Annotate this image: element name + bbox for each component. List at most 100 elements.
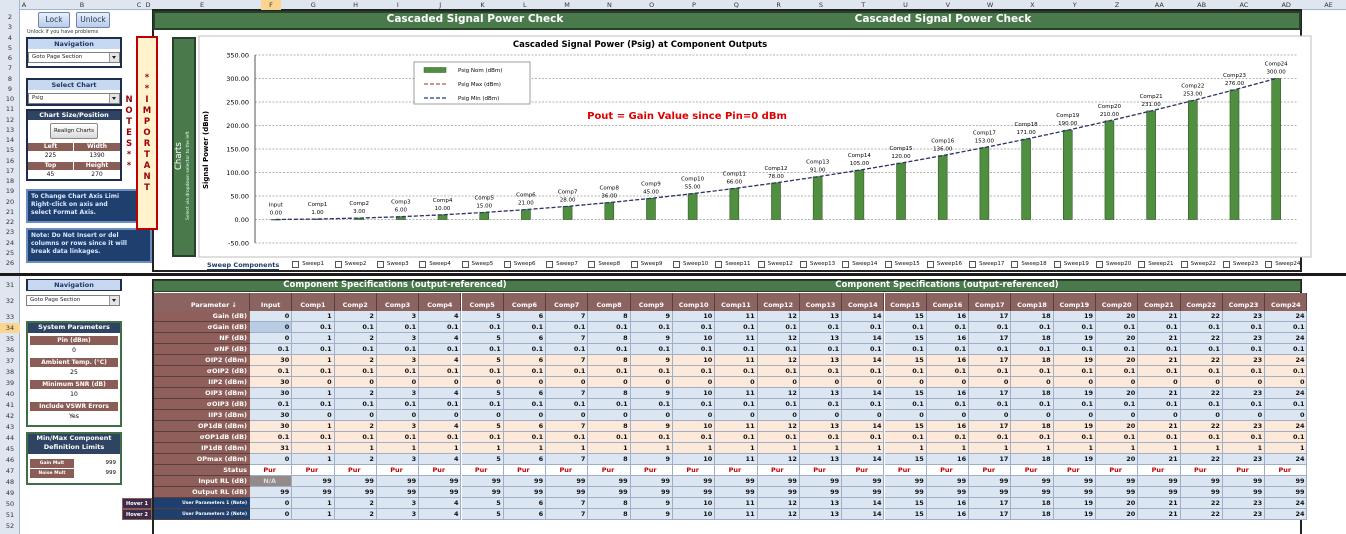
table-cell: 16 <box>927 355 969 366</box>
table-cell: 0.1 <box>335 322 377 333</box>
dropdown-text: Goto Page Section <box>30 297 80 303</box>
limits-title: Min/Max ComponentDefinition Limits <box>28 434 120 454</box>
table-cell: 3 <box>377 421 419 432</box>
table-cell: 7 <box>546 388 588 399</box>
axis-note: To Change Chart Axis LimiRight-click on … <box>26 189 152 223</box>
sweep-checkbox[interactable]: Sweep13 <box>800 260 840 270</box>
checkbox-label: Sweep11 <box>725 261 750 267</box>
table-cell: 0.1 <box>927 366 969 377</box>
navigation-dropdown[interactable]: Goto Page Section <box>28 52 120 63</box>
sweep-checkbox[interactable]: Sweep3 <box>377 260 417 270</box>
sweep-checkbox[interactable]: Sweep19 <box>1054 260 1094 270</box>
table-cell: 7 <box>546 311 588 322</box>
realign-button[interactable]: Realign Charts <box>50 123 98 139</box>
table-cell: 0 <box>1181 377 1223 388</box>
table-cell: 4 <box>419 509 461 520</box>
sweep-checkbox[interactable]: Sweep2 <box>335 260 375 270</box>
table-cell: 13 <box>800 498 842 509</box>
table-cell: 0.1 <box>927 432 969 443</box>
table-cell[interactable]: 0 <box>250 322 292 333</box>
table-cell: 13 <box>800 421 842 432</box>
row-label: User Parameters 1 (Note) <box>154 498 250 509</box>
table-cell: 0.1 <box>462 322 504 333</box>
sweep-checkbox[interactable]: Sweep16 <box>927 260 967 270</box>
chart-dropdown[interactable]: Psig <box>28 93 120 104</box>
table-cell: 0.1 <box>969 322 1011 333</box>
table-cell: 2 <box>335 421 377 432</box>
sweep-checkbox[interactable]: Sweep15 <box>885 260 925 270</box>
column-header: L <box>515 0 535 10</box>
sweep-checkbox[interactable]: Sweep6 <box>504 260 544 270</box>
table-cell: 16 <box>927 509 969 520</box>
table-cell: 99 <box>758 476 800 487</box>
table-cell: 0.1 <box>758 366 800 377</box>
table-header: Comp5 <box>462 293 504 311</box>
sweep-checkbox[interactable]: Sweep12 <box>758 260 798 270</box>
row-header: 42 <box>0 411 20 421</box>
unlock-button[interactable]: Unlock <box>76 12 110 28</box>
sweep-checkbox[interactable]: Sweep8 <box>588 260 628 270</box>
sweep-checkbox[interactable]: Sweep23 <box>1223 260 1263 270</box>
table-cell: 0.1 <box>377 322 419 333</box>
row-header: 44 <box>0 433 20 443</box>
sweep-checkbox[interactable]: Sweep4 <box>419 260 459 270</box>
table-cell: 99 <box>504 487 546 498</box>
checkbox-label: Sweep17 <box>979 261 1004 267</box>
sweep-checkbox[interactable]: Sweep24 <box>1265 260 1305 270</box>
sweep-checkbox[interactable]: Sweep18 <box>1011 260 1051 270</box>
table-cell: Pur <box>504 465 546 476</box>
note-line: Note: Do Not Insert or del <box>31 232 147 240</box>
table-cell: 0.1 <box>1011 344 1053 355</box>
sweep-checkbox[interactable]: Sweep21 <box>1138 260 1178 270</box>
row-label: σOP1dB (dB) <box>154 432 250 443</box>
column-header: H <box>346 0 366 10</box>
row-header: 50 <box>0 499 20 509</box>
sweep-checkbox[interactable]: Sweep5 <box>462 260 502 270</box>
banner-text: Component Specifications (output-referen… <box>822 280 1072 290</box>
navigation-dropdown[interactable]: Goto Page Section <box>26 295 120 306</box>
sweep-checkbox[interactable]: Sweep7 <box>546 260 586 270</box>
table-cell: Pur <box>335 465 377 476</box>
table-cell: 6 <box>504 388 546 399</box>
table-cell: 24 <box>1265 421 1307 432</box>
table-cell: 19 <box>1054 355 1096 366</box>
sweep-checkbox[interactable]: Sweep17 <box>969 260 1009 270</box>
table-cell: 8 <box>588 498 630 509</box>
lock-button[interactable]: Lock <box>38 12 70 28</box>
sweep-checkbox[interactable]: Sweep11 <box>715 260 755 270</box>
row-header: 52 <box>0 521 20 531</box>
table-cell: 8 <box>588 333 630 344</box>
top-value: 45 <box>28 171 73 179</box>
sweep-checkbox[interactable]: Sweep14 <box>842 260 882 270</box>
sweep-checkbox[interactable]: Sweep10 <box>673 260 713 270</box>
sweep-checkbox[interactable]: Sweep20 <box>1096 260 1136 270</box>
row-label: σGain (dB) <box>154 322 250 333</box>
table-cell: 1 <box>673 443 715 454</box>
sweep-checkbox[interactable]: Sweep22 <box>1181 260 1221 270</box>
table-cell: 99 <box>800 487 842 498</box>
table-cell: 99 <box>250 487 292 498</box>
table-cell: 0.1 <box>927 322 969 333</box>
sweep-checkbox[interactable]: Sweep9 <box>631 260 671 270</box>
table-header: Comp4 <box>419 293 461 311</box>
limit-value: 999 <box>76 469 118 478</box>
checkbox-label: Sweep6 <box>514 261 536 267</box>
column-header: W <box>980 0 1000 10</box>
table-cell: 2 <box>335 333 377 344</box>
table-cell: 99 <box>1054 487 1096 498</box>
table-cell: 17 <box>969 355 1011 366</box>
table-cell: 0.1 <box>842 322 884 333</box>
table-cell: 3 <box>377 498 419 509</box>
column-header: O <box>642 0 662 10</box>
table-cell: 23 <box>1223 509 1265 520</box>
sweep-checkbox[interactable]: Sweep1 <box>292 260 332 270</box>
table-cell: 12 <box>758 421 800 432</box>
table-cell: 99 <box>927 487 969 498</box>
table-header: Parameter ↓ <box>154 293 250 311</box>
table-cell: Pur <box>588 465 630 476</box>
checkbox-box <box>885 261 892 268</box>
table-cell: 1 <box>292 355 334 366</box>
table-cell: 21 <box>1138 388 1180 399</box>
table-cell: 22 <box>1181 498 1223 509</box>
